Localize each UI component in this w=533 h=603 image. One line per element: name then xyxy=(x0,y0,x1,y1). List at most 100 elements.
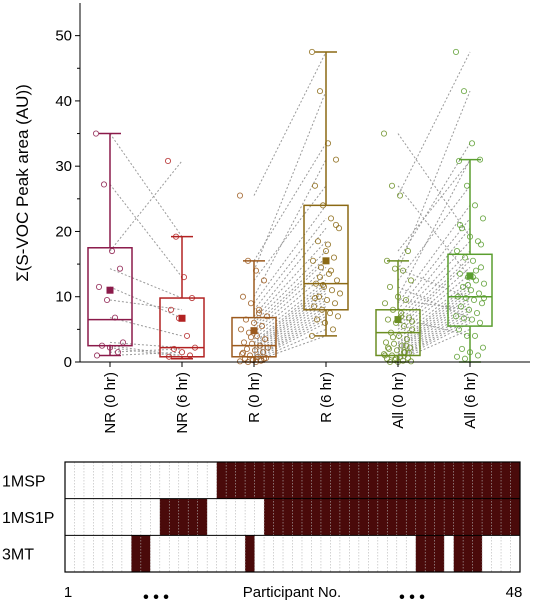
data-point xyxy=(399,267,407,274)
data-point xyxy=(395,332,403,339)
data-point xyxy=(319,202,327,209)
row-label: 1MS1P xyxy=(2,510,54,527)
data-point xyxy=(479,215,487,222)
data-point xyxy=(403,336,411,343)
data-point xyxy=(480,294,488,302)
data-point xyxy=(400,349,408,356)
paired-line xyxy=(253,227,327,317)
data-point xyxy=(315,293,323,300)
paired-line xyxy=(397,90,471,271)
data-point xyxy=(397,309,405,317)
data-point xyxy=(461,254,469,261)
paired-line xyxy=(253,293,327,349)
data-point xyxy=(324,140,332,147)
data-point xyxy=(334,313,342,320)
data-point xyxy=(388,182,396,189)
data-point xyxy=(381,352,389,359)
data-point xyxy=(454,293,462,300)
data-point xyxy=(408,326,416,333)
paired-line xyxy=(253,240,327,320)
paired-line xyxy=(397,322,471,361)
data-point xyxy=(258,323,266,330)
data-point xyxy=(328,287,336,294)
data-point xyxy=(114,349,122,356)
mean-marker xyxy=(250,327,258,335)
paired-line xyxy=(397,185,471,278)
data-point xyxy=(111,314,119,321)
data-point xyxy=(384,316,392,323)
mean-marker xyxy=(322,257,330,265)
data-point xyxy=(456,221,464,228)
data-point xyxy=(178,349,186,356)
data-point xyxy=(455,326,463,333)
y-axis-label: Σ(S-VOC Peak area (AU)) xyxy=(13,84,32,282)
x-tick-label: R (0 hr) xyxy=(246,372,263,423)
paired-line xyxy=(253,205,327,304)
paired-line xyxy=(397,143,471,262)
data-point xyxy=(316,88,324,95)
data-point xyxy=(191,344,199,351)
y-tick-label: 50 xyxy=(55,28,72,45)
paired-line xyxy=(397,286,471,319)
paired-line xyxy=(397,317,471,337)
x-tick-label: NR (0 hr) xyxy=(102,372,119,434)
paired-line xyxy=(253,302,327,353)
data-point xyxy=(472,277,480,284)
filled-cell-run xyxy=(453,535,483,572)
x-tick-labels: NR (0 hr) NR (6 hr) R (0 hr) R (6 hr) All (0… xyxy=(102,372,479,434)
data-point xyxy=(164,157,172,165)
data-point xyxy=(327,267,335,274)
data-point xyxy=(459,283,467,290)
data-point xyxy=(119,339,127,346)
data-point xyxy=(260,355,268,362)
data-point xyxy=(165,353,173,360)
ellipsis-dots-left: • • • xyxy=(143,589,169,603)
data-point xyxy=(183,332,191,339)
data-point xyxy=(390,340,398,347)
paired-line xyxy=(253,280,327,340)
data-point xyxy=(474,352,482,359)
heatmap-row-labels: 1MSP 1MS1P 3MT xyxy=(2,473,54,563)
data-point xyxy=(475,290,483,297)
paired-line xyxy=(253,266,327,333)
paired-line xyxy=(109,348,183,353)
data-point xyxy=(471,202,479,209)
data-point xyxy=(479,344,487,351)
data-point xyxy=(167,306,175,313)
data-point xyxy=(333,277,341,284)
data-point xyxy=(247,334,255,341)
ellipsis-dots-right: • • • xyxy=(399,589,425,603)
data-point xyxy=(380,130,388,137)
data-point xyxy=(470,296,478,304)
paired-line xyxy=(109,133,183,237)
data-point xyxy=(466,349,474,356)
data-point xyxy=(405,314,413,321)
heatmap-border xyxy=(64,461,521,573)
data-point xyxy=(321,319,329,326)
data-point xyxy=(323,296,331,304)
data-point xyxy=(400,323,408,330)
data-point xyxy=(391,265,399,272)
data-point xyxy=(103,296,111,304)
data-point xyxy=(388,352,396,359)
data-point xyxy=(464,281,472,289)
data-point xyxy=(380,351,388,358)
data-point xyxy=(404,247,412,255)
data-point xyxy=(407,277,415,284)
paired-line xyxy=(397,315,471,359)
data-point xyxy=(238,351,246,358)
paired-line xyxy=(253,299,327,351)
data-point xyxy=(308,48,316,56)
paired-line xyxy=(253,218,327,311)
data-point xyxy=(188,294,196,302)
data-point xyxy=(314,238,322,245)
paired-line xyxy=(397,159,471,297)
data-point xyxy=(254,353,262,360)
box-2 xyxy=(231,260,277,363)
data-point xyxy=(473,309,481,317)
data-point xyxy=(263,313,271,320)
filled-cell-run xyxy=(415,535,445,572)
paired-line xyxy=(253,51,327,196)
data-point xyxy=(402,342,410,349)
